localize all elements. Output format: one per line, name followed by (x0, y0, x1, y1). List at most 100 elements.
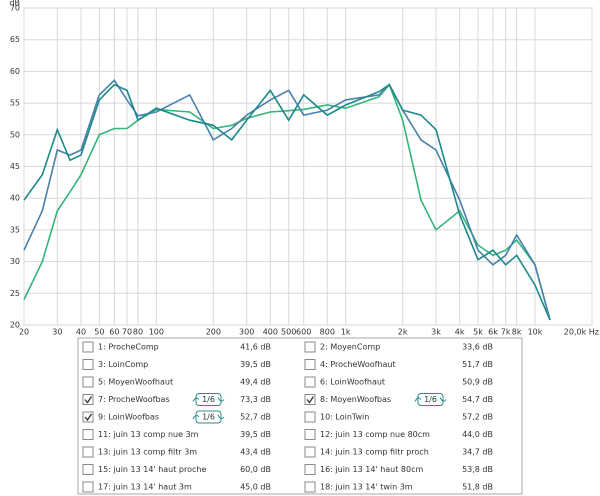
checkbox[interactable] (304, 464, 316, 475)
x-tick-label: 100 (149, 328, 164, 337)
x-tick-label: 5k (473, 328, 483, 337)
legend-label: 11: juin 13 comp nue 3m (98, 430, 199, 439)
x-tick-label: 80 (133, 328, 143, 337)
x-tick-label: 60 (109, 328, 119, 337)
legend-level: 54,7 dB (462, 395, 493, 404)
smoothing-label: 1/6 (424, 395, 437, 404)
x-tick-label: 6k (488, 328, 498, 337)
legend-label: 8: MoyenWoofbas (320, 395, 391, 404)
checkbox[interactable] (82, 376, 94, 388)
x-tick-label: 70 (122, 328, 132, 337)
x-tick-label: 200 (206, 328, 221, 337)
y-tick-label: 65 (10, 35, 20, 44)
smoothing-wave (192, 397, 225, 402)
smoothing-button[interactable] (417, 393, 444, 406)
curve (23, 83, 551, 321)
legend-level: 43,4 dB (240, 448, 271, 457)
legend-level: 57,2 dB (462, 413, 493, 422)
checkbox[interactable] (304, 394, 316, 405)
x-tick-label: 10k (528, 328, 543, 337)
x-tick-label: 8k (512, 328, 522, 337)
legend-label: 14: juin 13 comp filtr proch (320, 448, 429, 457)
legend-label: 18: juin 13 14' twin 3m (320, 483, 413, 492)
curve (23, 83, 551, 321)
smoothing-button[interactable] (195, 410, 222, 424)
x-tick-label: 7k (501, 328, 511, 337)
legend-level: 34,7 dB (462, 448, 493, 457)
x-tick-label: 600 (296, 328, 311, 337)
x-tick-label: 4k (455, 328, 465, 337)
checkbox[interactable] (82, 464, 94, 475)
legend-label: 12: juin 13 comp nue 80cm (320, 430, 430, 439)
legend-level: 51,7 dB (462, 360, 493, 369)
x-tick-label: 40 (76, 328, 86, 337)
legend-label: 10: LoinTwin (320, 413, 369, 422)
check-mark (306, 396, 315, 404)
checkbox[interactable] (304, 341, 316, 353)
legend-level: 49,4 dB (240, 378, 271, 387)
legend-level: 33,6 dB (462, 343, 493, 352)
checkbox[interactable] (82, 341, 94, 353)
smoothing-label: 1/6 (202, 413, 215, 422)
legend-label: 9: LoinWoofbas (98, 413, 159, 422)
checkbox[interactable] (304, 429, 316, 440)
x-tick-label: 400 (263, 328, 278, 337)
y-tick-label: 45 (10, 162, 20, 171)
legend-label: 3: LoinComp (98, 360, 148, 369)
legend-level: 39,5 dB (240, 360, 271, 369)
checkbox[interactable] (304, 411, 316, 423)
curve (23, 79, 551, 321)
y-tick-label: 40 (10, 194, 20, 203)
checkbox[interactable] (82, 481, 94, 493)
check-mark (84, 396, 93, 404)
legend-label: 5: MoyenWoofhaut (98, 378, 173, 387)
legend-level: 51,8 dB (462, 483, 493, 492)
x-tick-label: 500 (281, 328, 296, 337)
legend-level: 50,9 dB (462, 378, 493, 387)
smoothing-label: 1/6 (202, 395, 215, 404)
y-tick-label: 60 (10, 67, 20, 76)
y-tick-label: 70 (10, 4, 20, 13)
legend-level: 39,5 dB (240, 430, 271, 439)
y-tick-label: 30 (10, 257, 20, 266)
y-tick-label: 55 (10, 99, 20, 108)
legend-level: 73,3 dB (240, 395, 271, 404)
legend-label: 13: juin 13 comp filtr 3m (98, 448, 197, 457)
x-tick-label: 50 (94, 328, 104, 337)
legend-label: 1: ProcheComp (98, 343, 159, 352)
legend-panel (77, 337, 523, 495)
smoothing-button[interactable] (195, 393, 222, 406)
legend-label: 15: juin 13 14' haut proche (98, 465, 206, 474)
check-mark (84, 413, 93, 422)
x-tick-label: 300 (239, 328, 254, 337)
legend-level: 60,0 dB (240, 465, 271, 474)
legend-label: 7: ProcheWoofbas (98, 395, 170, 404)
checkbox[interactable] (82, 429, 94, 440)
checkbox[interactable] (304, 481, 316, 493)
x-tick-label: 1k (341, 328, 351, 337)
smoothing-wave (414, 397, 447, 402)
y-tick-label: 50 (10, 130, 20, 139)
legend-level: 41,6 dB (240, 343, 271, 352)
x-tick-label: 2k (398, 328, 408, 337)
x-tick-label: 800 (320, 328, 335, 337)
x-tick-label: 30 (52, 328, 62, 337)
checkbox[interactable] (82, 394, 94, 405)
checkbox[interactable] (82, 359, 94, 370)
y-tick-label: 20 (10, 321, 20, 330)
checkbox[interactable] (304, 359, 316, 370)
smoothing-wave (192, 414, 225, 420)
legend-label: 6: LoinWoofhaut (320, 378, 385, 387)
y-axis-label: dB (9, 0, 20, 8)
legend-label: 2: MoyenComp (320, 343, 380, 352)
x-tick-label: 20,0k Hz (564, 328, 599, 337)
checkbox[interactable] (82, 411, 94, 423)
legend-label: 16: juin 13 14' haut 80cm (320, 465, 423, 474)
legend-label: 4: ProcheWoofhaut (320, 360, 396, 369)
legend-level: 45,0 dB (240, 483, 271, 492)
checkbox[interactable] (304, 446, 316, 458)
checkbox[interactable] (82, 446, 94, 458)
x-tick-label: 3k (431, 328, 441, 337)
checkbox[interactable] (304, 376, 316, 388)
